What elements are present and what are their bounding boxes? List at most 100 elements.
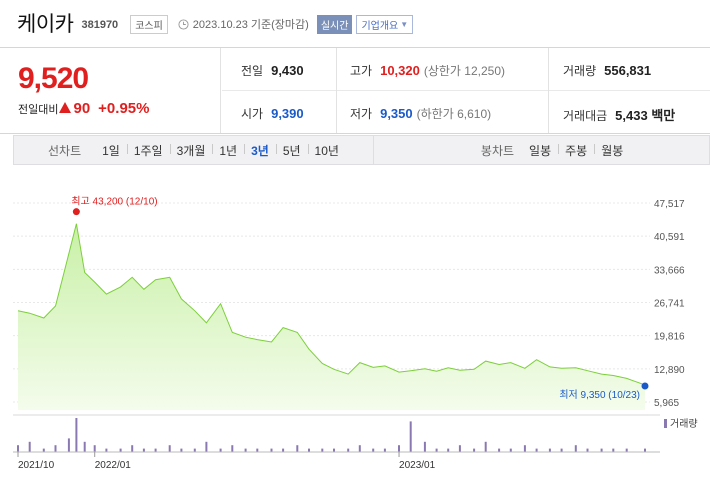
line-chart-label: 선차트 [48,143,82,158]
stat-label: 고가 [350,64,373,78]
volume-bar [54,445,57,452]
volume-bar [548,448,551,452]
x-tick-label: 2023/01 [399,460,436,471]
volume-bar [523,445,526,452]
volume-bar [282,448,285,452]
volume-bar [17,445,19,452]
high-marker [72,208,80,216]
volume-bar [644,448,646,452]
tab-3years[interactable]: 3년 [244,142,276,159]
y-tick-label: 5,965 [654,398,679,409]
stat-label: 저가 [350,107,373,121]
stat-volume: 거래량 556,831 [563,62,651,79]
low-marker [641,382,649,390]
volume-bar [308,448,310,452]
stats-column-divider [548,48,549,133]
volume-legend-swatch [664,419,667,428]
tab-10years[interactable]: 10년 [307,142,346,159]
tab-1year[interactable]: 1년 [212,142,244,159]
company-overview-button[interactable]: 기업개요 ▼ [356,14,414,34]
volume-bar [93,445,96,452]
volume-bar [131,445,134,452]
tab-3months[interactable]: 3개월 [169,142,213,159]
y-tick-label: 19,816 [654,332,685,343]
stock-code: 381970 [81,19,119,31]
volume-bar [244,448,247,452]
volume-bar [498,448,501,452]
volume-bar [625,448,628,452]
y-tick-label: 47,517 [654,199,685,210]
volume-bar [484,441,487,452]
stat-value: 9,430 [271,63,304,78]
market-badge: 코스피 [130,14,168,34]
stat-value: 556,831 [604,63,652,78]
price-chart[interactable]: 47,517 40,591 33,666 26,741 19,816 12,890 5,96… [0,190,710,478]
company-overview-label: 기업개요 [361,20,399,32]
volume-bar [347,448,350,452]
volume-bar [142,448,145,452]
x-tick-label: 2021/10 [18,460,55,471]
current-price-box: 9,520 전일대비 90 +0.95% [0,48,221,133]
volume-bar [83,441,86,452]
stats-column-divider [336,48,337,133]
volume-bar [574,445,577,452]
current-price: 9,520 [18,62,89,95]
tab-1day[interactable]: 1일 [102,143,120,158]
volume-bar [205,441,208,452]
tab-weekly-candle[interactable]: 주봉 [558,142,594,159]
y-tick-label: 12,890 [654,365,685,376]
high-annotation: 최고 43,200 (12/10) [71,196,157,208]
price-chart-svg: 47,517 40,591 33,666 26,741 19,816 12,890 5,96… [13,196,698,471]
stat-low: 저가 9,350 (하한가 6,610) [350,105,491,122]
volume-bar [75,418,78,452]
price-line [17,223,646,386]
candle-chart-label: 봉차트 [480,143,515,158]
volume-bar [119,448,122,452]
volume-bar [231,445,234,452]
realtime-button[interactable]: 실시간 [316,14,353,34]
stat-value: 9,390 [271,106,304,121]
stat-label: 거래대금 [563,109,608,123]
volume-bar [409,421,412,452]
volume-bar [535,448,538,452]
y-tick-label: 26,741 [654,299,685,310]
volume-bar [219,448,222,452]
tab-monthly-candle[interactable]: 월봉 [594,142,630,159]
stat-value: 5,433 백만 [615,108,676,123]
price-panel: 9,520 전일대비 90 +0.95% 전일 9,430 고가 10,320 (상한… [0,47,710,134]
reference-date: 2023.10.23 기준(장마감) [192,19,309,31]
volume-bar [473,448,476,452]
volume-bar [358,445,361,452]
upper-limit: (상한가 12,250) [423,64,506,78]
volume-bar [509,448,512,452]
tabs-divider [372,135,374,165]
lower-limit: (하한가 6,610) [416,107,492,121]
tab-daily-candle[interactable]: 일봉 [529,143,552,158]
stat-high: 고가 10,320 (상한가 12,250) [350,62,505,79]
low-annotation: 최저 9,350 (10/23) [559,389,640,401]
stat-value: 9,350 [380,106,413,121]
volume-bar [600,448,603,452]
volume-bar [398,445,400,452]
price-area [18,223,645,410]
change-label: 전일대비 [18,104,59,116]
volume-bar [612,448,615,452]
tab-5years[interactable]: 5년 [275,142,308,159]
volume-bar [333,448,335,452]
volume-bar [435,448,438,452]
volume-bar [458,445,461,452]
volume-bar [28,441,31,452]
y-tick-label: 33,666 [654,265,685,276]
stat-open: 시가 9,390 [241,105,304,122]
stat-label: 전일 [241,64,264,78]
volume-bar [447,448,450,452]
volume-bar [256,448,259,452]
clock-icon [178,18,189,30]
volume-bar [321,448,324,452]
x-tick-label: 2022/01 [95,460,132,471]
tab-1week[interactable]: 1주일 [126,142,170,159]
stat-prev-close: 전일 9,430 [241,62,304,79]
volume-bar [180,448,183,452]
volume-bar [586,448,589,452]
volume-bar [372,448,375,452]
